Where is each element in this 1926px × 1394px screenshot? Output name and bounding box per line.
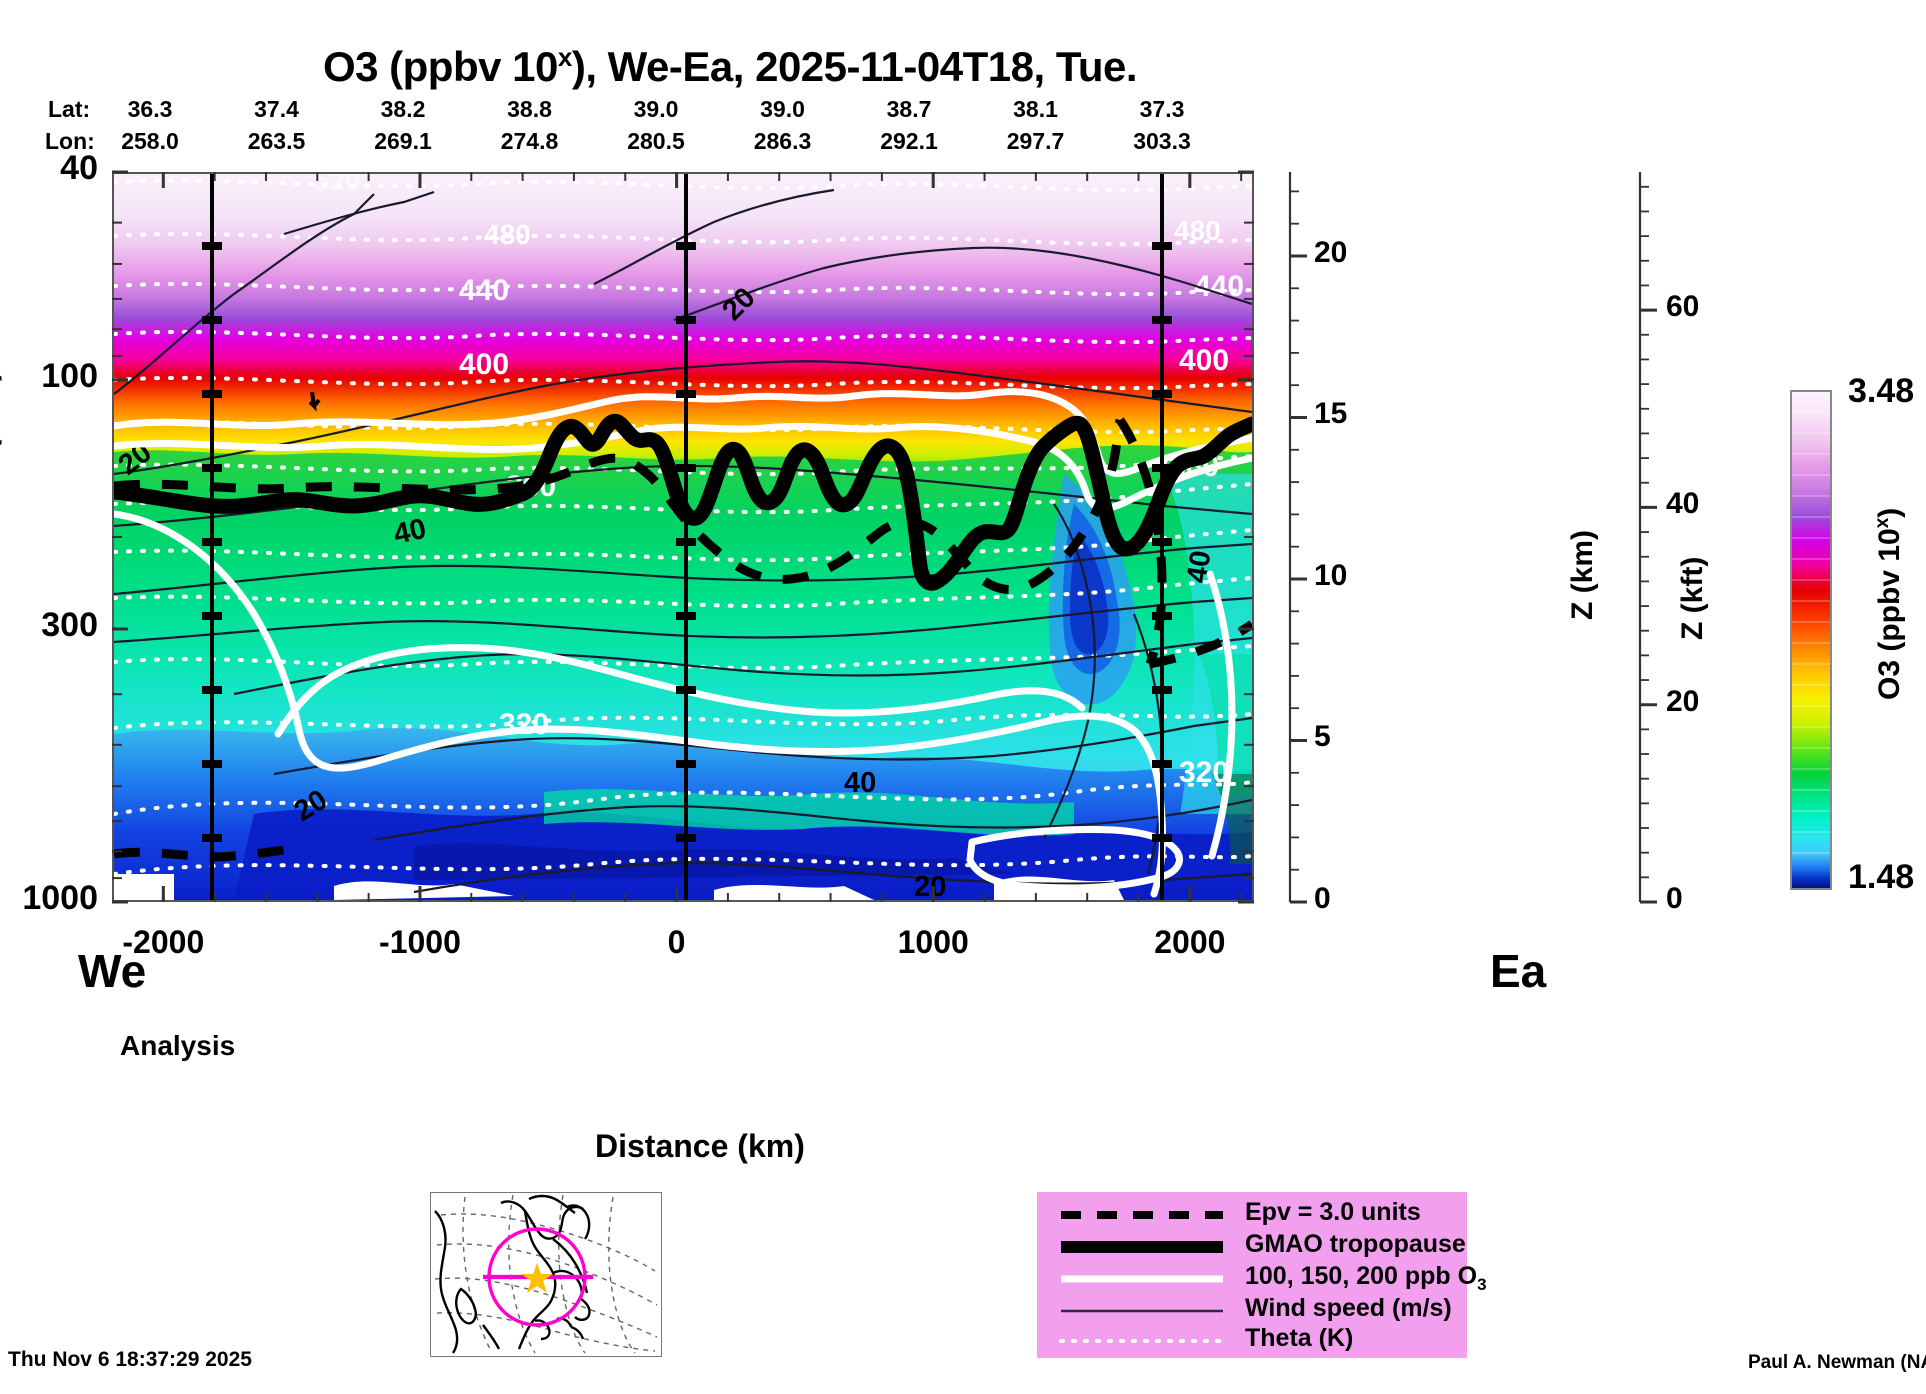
wind-speed-contours <box>114 188 1252 894</box>
tropopause-line-swatch <box>1061 1241 1223 1253</box>
colorbar <box>1790 390 1832 890</box>
colorbar-max-label: 3.48 <box>1848 372 1915 410</box>
lat-value: 37.4 <box>254 96 299 122</box>
z-kft-tick-label: 20 <box>1666 684 1700 718</box>
legend-label-epv: Epv = 3.0 units <box>1245 1198 1421 1226</box>
legend-item-theta: Theta (K) <box>1053 1324 1463 1357</box>
z-km-tick-label: 5 <box>1314 720 1331 754</box>
wind-speed-line-swatch <box>1061 1309 1223 1313</box>
legend-label-theta: Theta (K) <box>1245 1324 1354 1352</box>
epv-line-swatch <box>1061 1211 1223 1219</box>
z-km-axis-title: Z (km) <box>1566 530 1599 620</box>
z-km-tick-label: 15 <box>1314 397 1348 431</box>
colorbar-title: O3 (ppbv 10x) <box>1872 507 1906 700</box>
z-km-tick-label: 0 <box>1314 882 1331 915</box>
transect-center-marker <box>521 1263 553 1293</box>
lon-value: 297.7 <box>1006 128 1065 154</box>
lon-value: 269.1 <box>374 128 432 154</box>
svg-text:20: 20 <box>914 871 946 900</box>
z-kft-axis-title: Z (kft) <box>1676 556 1709 640</box>
z-km-tick-label: 10 <box>1314 558 1348 592</box>
west-endpoint-label: We <box>78 945 147 997</box>
svg-text:440: 440 <box>459 274 509 307</box>
inset-map-canvas <box>431 1193 660 1355</box>
page-title: O3 (ppbv 10x), We-Ea, 2025-11-04T18, Tue… <box>0 42 1460 91</box>
legend-label-tropopause: GMAO tropopause <box>1245 1230 1466 1258</box>
lat-row-label: Lat: <box>48 96 91 122</box>
legend-item-tropopause: GMAO tropopause <box>1053 1230 1466 1263</box>
z-kft-tick-label: 40 <box>1666 487 1700 521</box>
svg-text:320: 320 <box>1179 756 1229 789</box>
legend-label-wind-speed: Wind speed (m/s) <box>1245 1294 1452 1322</box>
author-credit: Paul A. Newman (NASA <box>1748 1352 1926 1373</box>
y-tick-label: 100 <box>41 356 98 395</box>
svg-text:320: 320 <box>499 708 549 741</box>
lon-value: 286.3 <box>753 128 812 154</box>
o3-contour-line-swatch <box>1061 1275 1223 1283</box>
lat-value: 39.0 <box>760 96 805 122</box>
svg-text:440: 440 <box>1194 270 1244 303</box>
svg-text:400: 400 <box>459 348 509 381</box>
legend-item-epv: Epv = 3.0 units <box>1053 1198 1463 1231</box>
east-endpoint-label: Ea <box>1490 945 1547 997</box>
theta-contour-labels: 520 480 480 440 440 400 400 360 360 320 … <box>314 174 1244 789</box>
lat-value: 38.1 <box>1013 96 1058 122</box>
theta-contours <box>114 178 1252 876</box>
reference-verticals <box>210 174 1164 900</box>
svg-text:480: 480 <box>1174 215 1221 246</box>
y-tick-label: 1000 <box>22 879 98 917</box>
legend-item-o3-contours: 100, 150, 200 ppb O3 <box>1053 1262 1487 1295</box>
page-title-prefix: O3 (ppbv 10 <box>322 43 558 90</box>
colorbar-swatches <box>1792 392 1830 888</box>
lat-value: 38.8 <box>507 96 552 122</box>
z-km-tick-label: 20 <box>1314 235 1348 269</box>
lon-value: 258.0 <box>121 128 179 154</box>
z-kft-tick-label: 60 <box>1666 290 1700 324</box>
x-axis-title: Distance (km) <box>595 1128 805 1164</box>
lon-value: 292.1 <box>880 128 938 154</box>
generation-timestamp: Thu Nov 6 18:37:29 2025 <box>8 1348 252 1371</box>
legend-box: Epv = 3.0 units GMAO tropopause 100, 150… <box>1037 1192 1487 1358</box>
lon-value: 274.8 <box>500 128 559 154</box>
gmao-tropopause-line <box>114 414 1252 591</box>
svg-text:400: 400 <box>1179 344 1229 377</box>
lon-value: 280.5 <box>627 128 685 154</box>
plot-canvas: 520 480 480 440 440 400 400 360 360 320 … <box>114 174 1252 900</box>
colorbar-min-label: 1.48 <box>1848 858 1915 896</box>
z-kft-tick-label: 0 <box>1666 882 1683 915</box>
svg-text:40: 40 <box>844 767 876 799</box>
y-axis-title: P (hPa) <box>0 370 2 480</box>
reference-vertical-ticks <box>202 242 1172 842</box>
lon-row-label: Lon: <box>45 128 95 154</box>
lat-value: 39.0 <box>633 96 679 122</box>
page-title-suffix: ), We-Ea, 2025-11-04T18, Tue. <box>571 43 1138 90</box>
analysis-label: Analysis <box>120 1030 236 1061</box>
x-tick-label: 2000 <box>1154 924 1226 960</box>
location-inset-map <box>430 1192 662 1357</box>
page-title-exponent: x <box>557 42 572 72</box>
lat-value: 38.7 <box>886 96 932 122</box>
x-tick-label: -1000 <box>379 924 461 960</box>
svg-text:40: 40 <box>391 513 429 551</box>
lon-value: 303.3 <box>1133 128 1191 154</box>
lon-value: 263.5 <box>247 128 306 154</box>
y-tick-label: 300 <box>41 605 98 644</box>
cross-section-plot: 520 480 480 440 440 400 400 360 360 320 … <box>112 172 1254 902</box>
legend-item-wind-speed: Wind speed (m/s) <box>1053 1294 1463 1327</box>
svg-text:480: 480 <box>484 219 531 250</box>
lat-value: 37.3 <box>1139 96 1185 122</box>
x-tick-label: 0 <box>667 924 686 960</box>
lat-value: 38.2 <box>380 96 426 122</box>
svg-text:520: 520 <box>314 174 361 196</box>
legend-label-o3-contours: 100, 150, 200 ppb O3 <box>1245 1262 1487 1294</box>
wind-barb-marker <box>308 391 321 412</box>
theta-line-swatch <box>1059 1339 1225 1343</box>
x-tick-label: 1000 <box>897 924 969 960</box>
lat-value: 36.3 <box>127 96 173 122</box>
